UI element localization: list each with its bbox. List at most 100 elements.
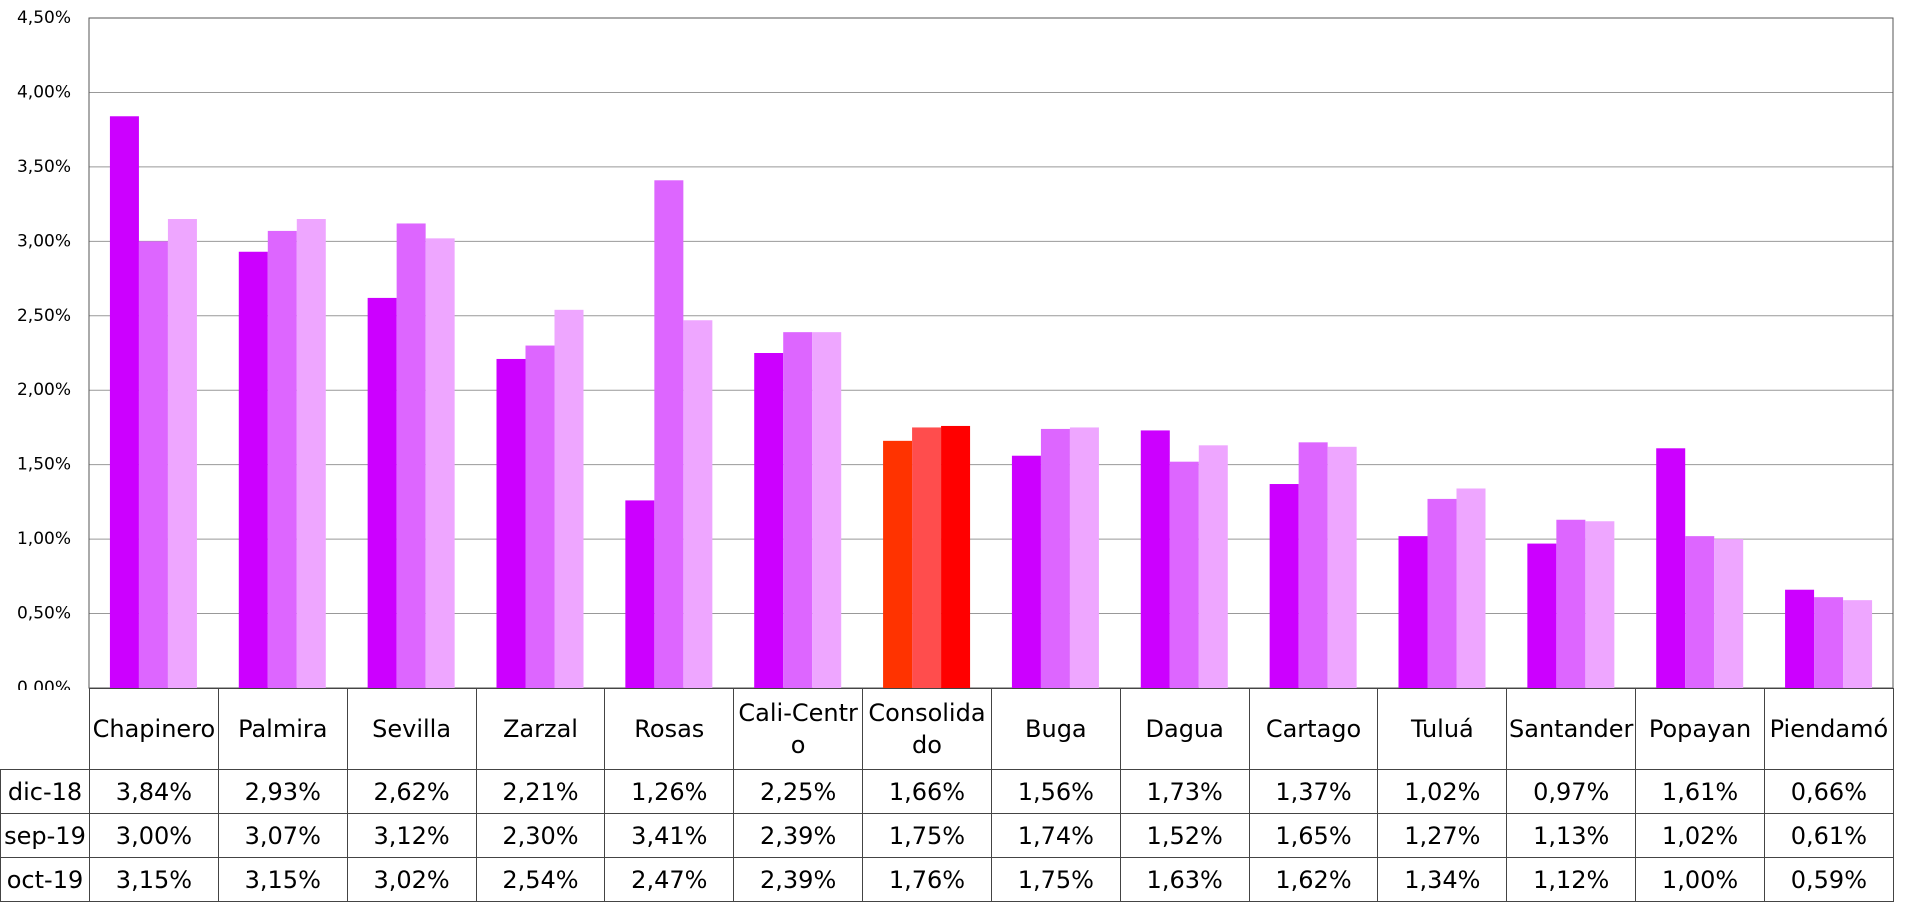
x-tick-label: Tuluá: [1377, 688, 1508, 770]
data-label: 1,76%: [862, 857, 992, 902]
data-label: 1,74%: [990, 813, 1121, 858]
bar: [1069, 427, 1099, 688]
bar: [1585, 521, 1615, 688]
data-label: 2,39%: [733, 857, 864, 902]
data-label: 3,15%: [217, 857, 348, 902]
bar: [883, 440, 913, 688]
x-tick-label: Piendamó: [1763, 688, 1894, 770]
bar: [296, 219, 326, 688]
bar: [812, 332, 842, 688]
plot-frame: [88, 17, 1894, 689]
data-label: 3,02%: [346, 857, 477, 902]
bar: [654, 180, 684, 689]
bar: [941, 425, 971, 688]
data-label: 1,63%: [1119, 857, 1250, 902]
data-label: 1,75%: [990, 857, 1121, 902]
bar: [396, 223, 426, 688]
data-label: 2,21%: [475, 769, 606, 814]
bar: [267, 230, 297, 688]
series-row: sep-19 3,00% 3,07% 3,12% 2,30% 3,41% 2,39% 1,75…: [0, 813, 1894, 858]
data-label: 1,56%: [990, 769, 1121, 814]
y-tick-label: 4,00%: [17, 82, 71, 102]
x-tick-label: Popayan: [1635, 688, 1765, 770]
data-table: Chapinero Palmira Sevilla Zarzal Rosas Cali-C…: [0, 688, 1894, 902]
data-label: 3,84%: [89, 769, 219, 814]
data-label: 3,15%: [89, 857, 219, 902]
y-tick-label: 1,00%: [17, 529, 71, 549]
data-label: 1,02%: [1635, 813, 1765, 858]
data-label: 1,13%: [1506, 813, 1637, 858]
corner-cell: [1, 689, 90, 770]
data-label: 1,61%: [1635, 769, 1765, 814]
bar: [554, 309, 584, 688]
bar: [683, 320, 713, 688]
series-row: oct-19 3,15% 3,15% 3,02% 2,54% 2,47% 2,39% 1,76…: [0, 857, 1894, 902]
bar: [1556, 519, 1586, 688]
y-tick-label: 4,50%: [17, 8, 71, 28]
bar: [1040, 428, 1070, 688]
y-tick-label: 2,00%: [17, 380, 71, 400]
bar: [525, 345, 555, 688]
data-label: 3,12%: [346, 813, 477, 858]
data-label: 2,25%: [733, 769, 864, 814]
data-label: 1,62%: [1248, 857, 1379, 902]
bar: [1685, 536, 1715, 688]
data-label: 3,00%: [89, 813, 219, 858]
bar: [1714, 539, 1744, 688]
data-label: 1,00%: [1635, 857, 1765, 902]
bar: [138, 241, 168, 689]
x-tick-label: Santander: [1506, 688, 1637, 770]
y-tick-label: 3,50%: [17, 157, 71, 177]
x-tick-label: Consolidado: [862, 688, 992, 770]
x-tick-label: Dagua: [1119, 688, 1250, 770]
bar: [1398, 536, 1428, 688]
bar: [1456, 488, 1486, 688]
data-label: 1,12%: [1506, 857, 1637, 902]
y-tick-label: 1,50%: [17, 455, 71, 475]
data-label: 0,97%: [1506, 769, 1637, 814]
data-label: 2,93%: [217, 769, 348, 814]
legend-label: dic-18: [0, 769, 90, 814]
bar: [1527, 543, 1557, 688]
data-label: 0,59%: [1763, 857, 1894, 902]
bar: [238, 251, 268, 688]
bar: [1011, 455, 1041, 688]
data-label: 1,27%: [1377, 813, 1508, 858]
bar: [1785, 589, 1815, 688]
data-label: 2,39%: [733, 813, 864, 858]
bar: [1298, 442, 1328, 688]
bar: [912, 427, 942, 688]
data-label: 1,65%: [1248, 813, 1379, 858]
data-label: 1,52%: [1119, 813, 1250, 858]
bar: [1140, 430, 1170, 688]
legend-label: oct-19: [0, 857, 90, 902]
bar: [783, 332, 813, 688]
data-label: 2,54%: [475, 857, 606, 902]
data-label: 1,26%: [604, 769, 735, 814]
y-tick-label: 3,00%: [17, 231, 71, 251]
x-tick-label: Cartago: [1248, 688, 1379, 770]
y-tick-label: 0,00%: [17, 678, 71, 690]
data-label: 2,30%: [475, 813, 606, 858]
bar: [1169, 461, 1199, 688]
bar: [1269, 484, 1299, 688]
x-tick-label: Palmira: [217, 688, 348, 770]
data-label: 1,02%: [1377, 769, 1508, 814]
x-tick-label: Sevilla: [346, 688, 477, 770]
data-label: 3,41%: [604, 813, 735, 858]
data-label: 1,37%: [1248, 769, 1379, 814]
chart: 0,00% 0,50% 1,00% 1,50% 2,00% 2,50% 3,00% 3,50%…: [17, 8, 1894, 690]
bar: [367, 297, 397, 688]
header-row: Chapinero Palmira Sevilla Zarzal Rosas Cali-C…: [1, 688, 1894, 770]
bar: [1198, 445, 1228, 688]
data-label: 0,66%: [1763, 769, 1894, 814]
legend-label: sep-19: [0, 813, 90, 858]
bar: [425, 238, 455, 688]
bar: [1327, 446, 1357, 688]
x-tick-label: Zarzal: [475, 688, 606, 770]
y-tick-label: 0,50%: [17, 604, 71, 624]
data-label: 1,75%: [862, 813, 992, 858]
bar: [754, 353, 784, 688]
x-tick-label: Rosas: [604, 688, 735, 770]
